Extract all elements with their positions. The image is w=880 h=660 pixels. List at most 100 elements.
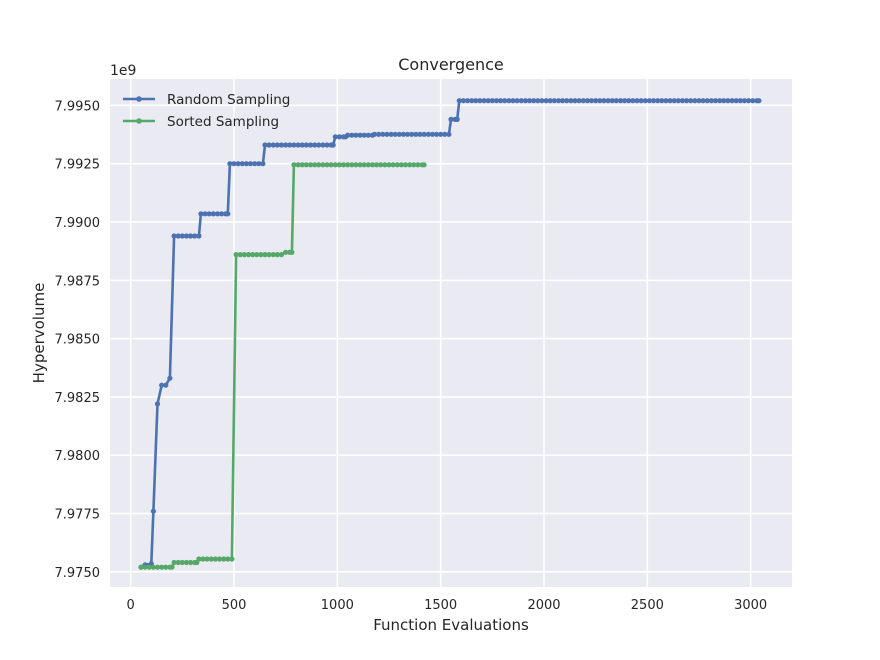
sorted-sampling-point [241,252,247,258]
random-sampling-point [154,401,161,407]
random-sampling-point [522,98,529,104]
sorted-sampling-point [386,162,392,168]
sorted-sampling-point [237,252,243,258]
sorted-sampling-point [357,162,363,168]
random-sampling-point [454,116,460,122]
sorted-sampling-point [245,252,252,258]
sorted-sampling-point [303,162,309,168]
random-sampling-point [630,98,636,104]
random-sampling-point [312,142,318,148]
random-sampling-point [252,161,258,167]
y-tick-label: 7.9925 [55,158,101,173]
random-sampling-point [421,131,427,137]
random-sampling-point [196,233,202,239]
random-sampling-point [405,131,411,137]
sorted-sampling-point [200,556,206,562]
random-sampling-point [671,98,677,104]
y-tick-label: 7.9850 [55,333,101,348]
sorted-sampling-point [266,252,272,258]
random-sampling-point [564,98,570,104]
sorted-sampling-point [361,162,367,168]
random-sampling-point [605,98,611,104]
sorted-sampling-point [233,252,239,258]
random-sampling-point [433,131,440,137]
random-sampling-point [400,131,407,137]
sorted-sampling-point [390,162,396,168]
sorted-sampling-point [320,162,326,168]
random-sampling-point [361,132,367,138]
random-sampling-point [219,211,225,217]
random-sampling-point [188,233,194,239]
random-sampling-point [576,98,582,104]
random-sampling-point [345,132,351,138]
sorted-sampling-point [154,564,161,570]
random-sampling-point [225,211,231,217]
sorted-sampling-point [278,252,285,258]
random-sampling-point [320,142,326,148]
sorted-sampling-point [171,559,177,566]
random-sampling-point [163,382,169,388]
random-sampling-point [446,131,452,137]
random-sampling-point [700,98,706,104]
random-sampling-point [287,142,293,148]
random-sampling-point [663,98,669,104]
random-sampling-point [502,98,508,104]
sorted-sampling-point [183,559,190,566]
random-sampling-point [609,98,615,104]
random-sampling-point [256,161,262,167]
random-sampling-point [675,98,681,104]
sorted-sampling-point [283,249,289,255]
sorted-sampling-point [175,559,181,566]
sorted-sampling-point [374,162,380,168]
random-sampling-point [493,98,500,104]
legend-marker [136,118,142,124]
random-sampling-points [138,98,762,570]
random-sampling-point [270,142,276,148]
sorted-sampling-point [299,162,305,168]
random-sampling-point [239,161,245,167]
sorted-sampling-point [212,556,218,562]
random-sampling-point [638,98,644,104]
sorted-sampling-point [345,162,351,168]
random-sampling-point [417,131,423,137]
sorted-sampling-point [415,162,421,168]
random-sampling-point [202,211,208,217]
random-sampling-point [634,98,640,104]
random-sampling-point [489,98,495,104]
sorted-sampling-point [421,162,427,168]
sorted-sampling-point [328,162,334,168]
random-sampling-point [572,98,578,104]
random-sampling-point [330,142,336,148]
legend-marker [136,96,142,102]
random-sampling-point [303,142,309,148]
random-sampling-point [696,98,702,104]
x-tick-label: 0 [127,598,135,613]
random-sampling-point [365,132,371,138]
random-sampling-point [584,98,591,104]
sorted-sampling-point [407,162,413,168]
y-axis-label: Hypervolume [30,283,48,384]
random-sampling-point [332,134,338,140]
random-sampling-point [547,98,553,104]
x-tick-label: 2500 [631,598,664,613]
random-sampling-point [588,98,595,104]
random-sampling-point [214,211,221,217]
sorted-sampling-point [208,556,214,562]
plot-area [110,79,792,587]
random-sampling-point [679,98,686,104]
random-sampling-point [617,98,624,104]
sorted-sampling-point [382,162,388,168]
random-sampling-point [593,98,599,104]
random-sampling-point [175,233,181,239]
random-sampling-point [442,131,448,137]
random-sampling-point [413,131,419,137]
random-sampling-point [380,131,386,137]
x-tick-label: 500 [222,598,247,613]
random-sampling-point [477,98,483,104]
sorted-sampling-point [324,162,330,168]
random-sampling-point [183,233,190,239]
sorted-sampling-point [402,162,409,168]
random-sampling-point [283,142,289,148]
random-sampling-point [266,142,272,148]
